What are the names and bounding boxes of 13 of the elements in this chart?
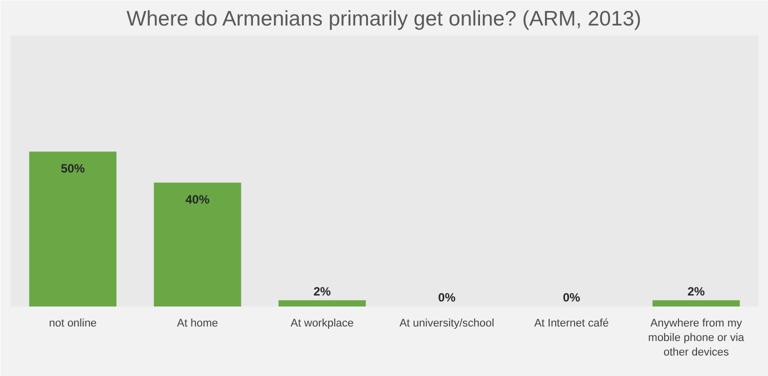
data-label: 40% [185,192,210,207]
chart-title: Where do Armenians primarily get online? (ARM, 2013) [126,8,642,30]
x-tick-label: At home [177,318,218,330]
data-label: 0% [562,290,580,304]
data-label: 2% [313,284,332,298]
x-tick-label: not online [48,318,97,330]
data-label: 0% [438,290,456,304]
x-tick-label: Anywhere from my mobile phone or via other devices [648,318,746,358]
x-tick-label: At university/school [399,318,494,330]
data-label: 2% [687,284,706,298]
x-tick-label: At Internet café [534,318,609,330]
x-tick-label: At workplace [290,318,354,330]
data-label: 50% [60,162,86,176]
